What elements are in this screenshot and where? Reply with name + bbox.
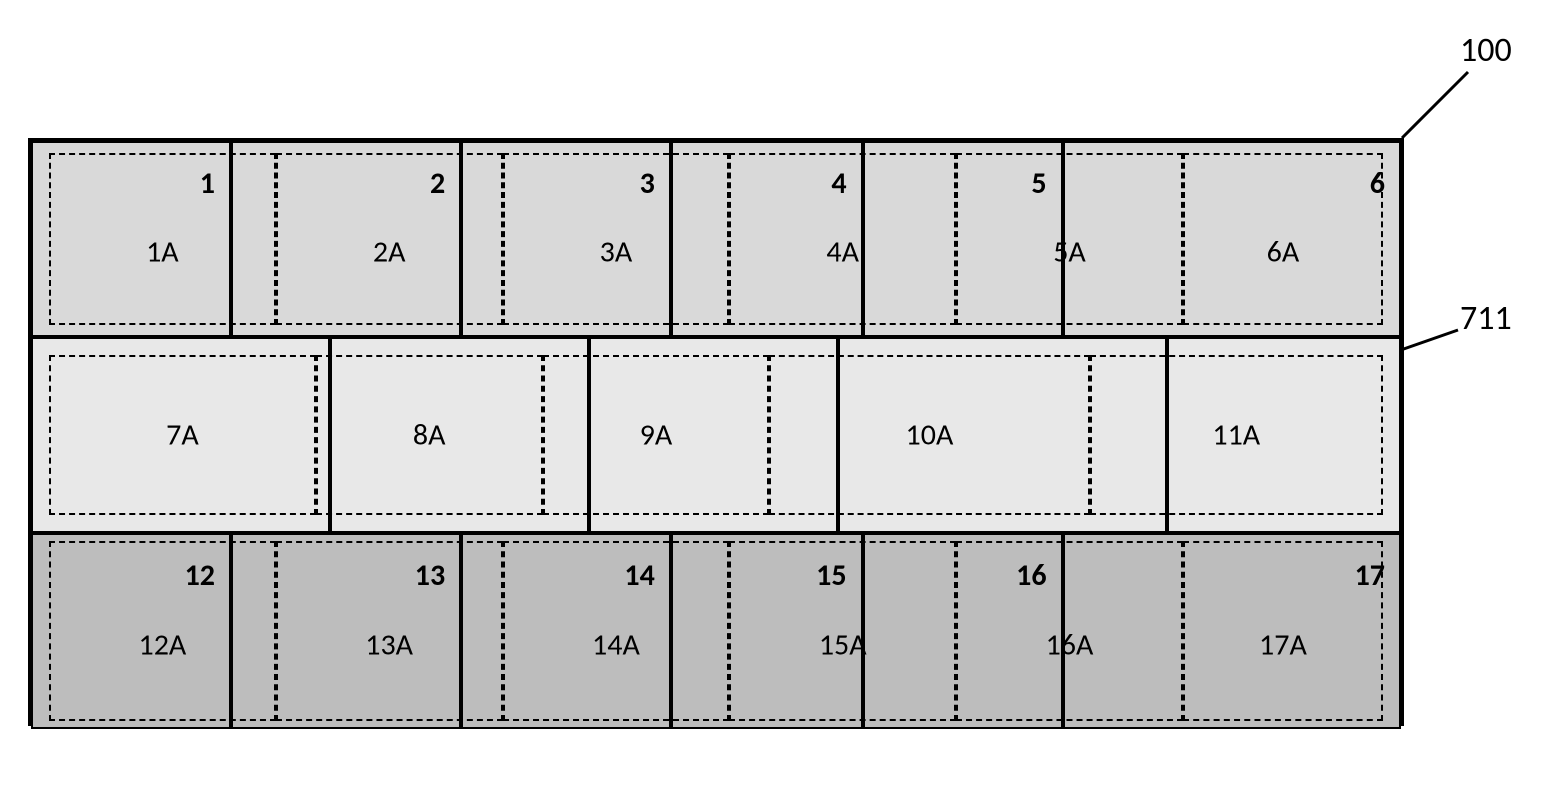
- row-3-sub-3: 14A: [505, 627, 728, 664]
- row-1-sub-5: 5A: [958, 234, 1181, 271]
- row-3-sub-4: 15A: [731, 627, 954, 664]
- row-2-sub-5: 11A: [1092, 417, 1381, 454]
- row-1-dashed-5: 5A: [956, 153, 1183, 325]
- row-1-dashed-4: 4A: [729, 153, 956, 325]
- row-3-dashed-3: 14A: [503, 541, 730, 721]
- row-3-sub-6: 17A: [1185, 627, 1381, 664]
- row-1-dashed-1: 1A: [49, 153, 276, 325]
- row-3-dashed-4: 15A: [729, 541, 956, 721]
- row-1-dashed-3: 3A: [503, 153, 730, 325]
- row-1-sub-3: 3A: [505, 234, 728, 271]
- row-2-dashed-4: 10A: [769, 355, 1089, 515]
- ref-label-100: 100: [1460, 30, 1512, 71]
- row-1-sub-1: 1A: [51, 234, 274, 271]
- row-2-sub-2: 8A: [318, 417, 541, 454]
- row-2-dashed-2: 8A: [316, 355, 543, 515]
- row-2-sub-1: 7A: [51, 417, 314, 454]
- figure-stage: 100 711 1234561A2A3A4A5A6A7A8A9A10A11A12…: [20, 20, 1546, 772]
- row-3-dashed-5: 16A: [956, 541, 1183, 721]
- row-2-dashed-3: 9A: [543, 355, 770, 515]
- row-2-dashed-5: 11A: [1090, 355, 1383, 515]
- row-3-sub-1: 12A: [51, 627, 274, 664]
- row-1-sub-2: 2A: [278, 234, 501, 271]
- row-1-sub-4: 4A: [731, 234, 954, 271]
- row-1-dashed-6: 6A: [1183, 153, 1383, 325]
- row-3-dashed-2: 13A: [276, 541, 503, 721]
- row-3-dashed-6: 17A: [1183, 541, 1383, 721]
- row-3-sub-2: 13A: [278, 627, 501, 664]
- row-1-dashed-2: 2A: [276, 153, 503, 325]
- row-2: 7A8A9A10A11A: [31, 337, 1401, 533]
- grid-container: 1234561A2A3A4A5A6A7A8A9A10A11A1213141516…: [28, 138, 1404, 726]
- row-3: 12131415161712A13A14A15A16A17A: [31, 533, 1401, 729]
- row-1-sub-6: 6A: [1185, 234, 1381, 271]
- row-3-sub-5: 16A: [958, 627, 1181, 664]
- row-2-dashed-1: 7A: [49, 355, 316, 515]
- row-2-sub-3: 9A: [545, 417, 768, 454]
- row-3-dashed-1: 12A: [49, 541, 276, 721]
- row-2-sub-4: 10A: [771, 417, 1087, 454]
- ref-label-711: 711: [1460, 298, 1512, 339]
- row-1: 1234561A2A3A4A5A6A: [31, 141, 1401, 337]
